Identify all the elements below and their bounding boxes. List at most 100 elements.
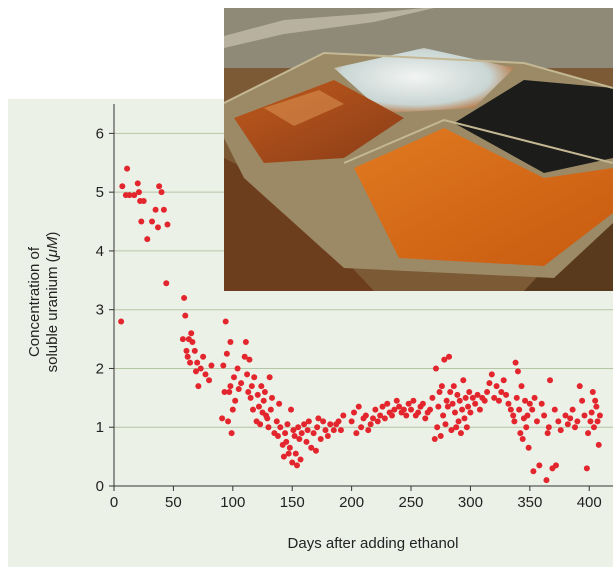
x-tick-label: 300 [458, 494, 483, 511]
data-point [436, 388, 443, 395]
data-point [235, 386, 242, 393]
data-point [512, 359, 519, 366]
data-point [251, 374, 258, 381]
data-point [304, 427, 311, 434]
data-point [266, 374, 273, 381]
orange-pond [354, 128, 613, 266]
data-point [545, 424, 552, 431]
data-point [274, 433, 281, 440]
data-point [447, 388, 454, 395]
data-point [446, 353, 453, 360]
data-point [484, 388, 491, 395]
data-point [280, 453, 287, 460]
data-point [503, 391, 510, 398]
data-point [467, 409, 474, 416]
data-point [389, 412, 396, 419]
data-point [481, 397, 488, 404]
aerial-pond-photo [224, 8, 613, 291]
data-point [289, 459, 296, 466]
data-point [223, 350, 230, 357]
data-point [301, 421, 308, 428]
data-point [486, 380, 493, 387]
data-point [513, 394, 520, 401]
data-point [126, 192, 133, 199]
data-point [531, 394, 538, 401]
data-point [255, 403, 262, 410]
data-point [370, 415, 377, 422]
data-point [400, 406, 407, 413]
data-point [444, 403, 451, 410]
data-point [181, 294, 188, 301]
data-point [290, 427, 297, 434]
data-point [245, 388, 252, 395]
data-point [440, 412, 447, 419]
data-point [187, 359, 194, 366]
data-point [530, 468, 537, 475]
data-points [118, 165, 603, 484]
data-point [152, 206, 159, 213]
data-point [429, 394, 436, 401]
data-point [365, 427, 372, 434]
y-tick-label: 6 [96, 125, 104, 142]
data-point [335, 418, 342, 425]
data-point [579, 397, 586, 404]
data-point [587, 418, 594, 425]
data-point [592, 397, 599, 404]
data-point [461, 415, 468, 422]
data-point [286, 444, 293, 451]
data-point [298, 430, 305, 437]
data-point [410, 397, 417, 404]
data-point [469, 394, 476, 401]
data-point [588, 409, 595, 416]
data-point [551, 406, 558, 413]
data-point [337, 427, 344, 434]
x-tick-label: 150 [280, 494, 305, 511]
data-point [524, 412, 531, 419]
pond-photo-illustration [224, 8, 613, 291]
data-point [544, 430, 551, 437]
berm-line-2 [343, 118, 613, 164]
data-point [228, 430, 235, 437]
data-point [460, 377, 467, 384]
data-point [221, 388, 228, 395]
data-point [257, 421, 264, 428]
data-point [459, 406, 466, 413]
data-point [131, 192, 138, 199]
data-point [135, 189, 142, 196]
y-tick-label: 5 [96, 184, 104, 201]
y-axis-title: Concentration of soluble uranium (μM) [26, 232, 61, 373]
data-point [507, 406, 514, 413]
data-point [241, 353, 248, 360]
data-point [225, 418, 232, 425]
data-point [403, 412, 410, 419]
data-point [462, 394, 469, 401]
x-tick-labels: 0 50 100 150 200 250 300 350 400 [110, 494, 602, 511]
data-point [355, 403, 362, 410]
data-point [581, 412, 588, 419]
data-point [248, 383, 255, 390]
data-point [596, 412, 603, 419]
data-point [511, 418, 518, 425]
data-point [227, 339, 234, 346]
data-point [322, 427, 329, 434]
data-point [238, 380, 245, 387]
data-point [529, 406, 536, 413]
data-point [119, 183, 126, 190]
data-point [498, 388, 505, 395]
y-tick-label: 3 [96, 302, 104, 319]
data-point [295, 424, 302, 431]
data-point [538, 400, 545, 407]
data-point [138, 218, 145, 225]
data-point [202, 371, 209, 378]
data-point [505, 400, 512, 407]
data-point [276, 400, 283, 407]
data-point [374, 418, 381, 425]
data-point [589, 388, 596, 395]
data-point [476, 406, 483, 413]
data-point [285, 450, 292, 457]
data-point [324, 433, 331, 440]
data-point [353, 430, 360, 437]
data-point [315, 415, 322, 422]
data-point [297, 456, 304, 463]
data-point [230, 374, 237, 381]
